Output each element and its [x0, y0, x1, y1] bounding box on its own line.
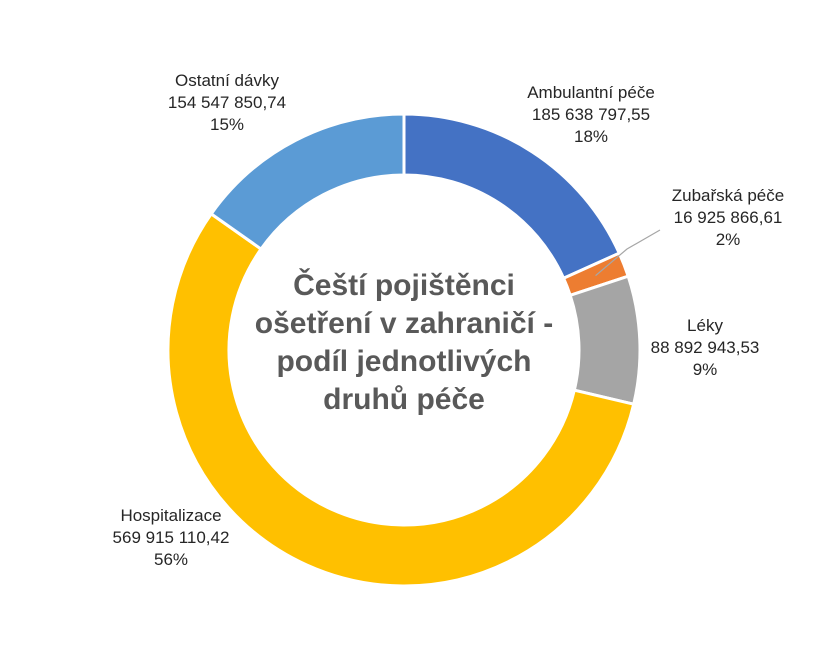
- slices-group: [166, 112, 642, 588]
- chart-title-line: ošetření v zahraničí -: [255, 307, 553, 340]
- slice-ostatni-davky: [209, 112, 406, 252]
- chart-title-line: podíl jednotlivých: [276, 345, 531, 378]
- slice-hospitalizace: [166, 211, 636, 588]
- data-label-ambulantni-pece: Ambulantní péče 185 638 797,55 18%: [527, 83, 655, 146]
- label-name: Hospitalizace: [120, 506, 221, 525]
- data-label-zubarska-pece: Zubařská péče 16 925 866,61 2%: [672, 186, 784, 249]
- leader-line-zubarska-pece: [595, 229, 661, 277]
- label-value: 154 547 850,74: [168, 93, 286, 112]
- label-value: 88 892 943,53: [651, 338, 760, 357]
- chart-title-line: Čeští pojištěnci: [293, 268, 515, 302]
- label-percent: 9%: [693, 360, 718, 379]
- label-percent: 56%: [154, 550, 188, 569]
- data-label-leky: Léky 88 892 943,53 9%: [651, 316, 760, 379]
- label-value: 185 638 797,55: [532, 105, 650, 124]
- label-name: Ambulantní péče: [527, 83, 655, 102]
- label-percent: 15%: [210, 115, 244, 134]
- label-percent: 2%: [716, 230, 741, 249]
- data-label-hospitalizace: Hospitalizace 569 915 110,42 56%: [113, 506, 230, 569]
- label-name: Zubařská péče: [672, 186, 784, 205]
- data-label-ostatni-davky: Ostatní dávky 154 547 850,74 15%: [168, 71, 286, 134]
- slice-leky: [568, 274, 642, 407]
- chart-title-line: druhů péče: [323, 383, 485, 416]
- label-value: 569 915 110,42: [113, 528, 230, 547]
- label-name: Ostatní dávky: [175, 71, 279, 90]
- label-value: 16 925 866,61: [674, 208, 783, 227]
- leader-lines-group: [595, 229, 661, 277]
- label-percent: 18%: [574, 127, 608, 146]
- chart-title: Čeští pojištěnci ošetření v zahraničí - po…: [255, 268, 553, 416]
- label-name: Léky: [687, 316, 723, 335]
- data-labels-group: Ambulantní péče 185 638 797,55 18% Zubařská…: [113, 71, 785, 569]
